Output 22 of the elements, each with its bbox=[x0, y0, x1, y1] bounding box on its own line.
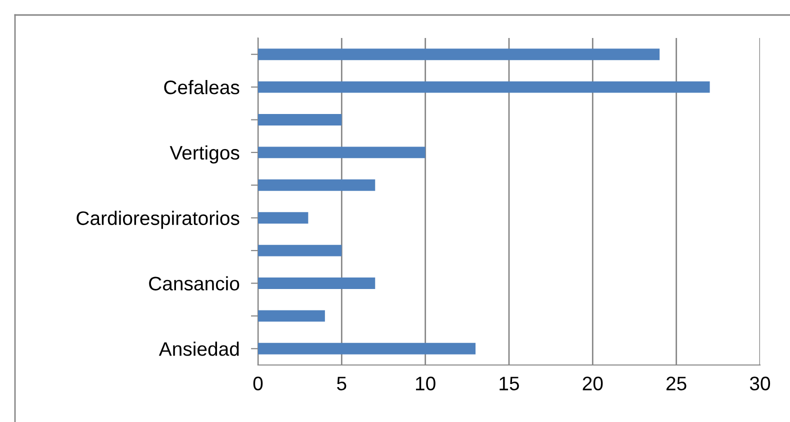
x-tick-label: 30 bbox=[750, 376, 770, 390]
y-tick-label: Cardiorespiratorios bbox=[76, 210, 240, 229]
y-tick-label: Ansiedad bbox=[158, 342, 239, 356]
bar bbox=[258, 179, 376, 191]
x-tick-label: 10 bbox=[416, 376, 436, 390]
bar bbox=[258, 48, 660, 60]
bar bbox=[258, 212, 308, 224]
bar bbox=[258, 278, 376, 289]
bar bbox=[258, 114, 342, 126]
x-tick-label: 5 bbox=[337, 376, 346, 390]
bar bbox=[258, 146, 426, 158]
bar bbox=[258, 342, 476, 354]
y-tick-label: Cansancio bbox=[149, 276, 240, 290]
x-tick-label: 25 bbox=[666, 376, 686, 390]
x-tick-label: 15 bbox=[500, 376, 519, 390]
y-tick-label: Cefaleas bbox=[164, 80, 240, 94]
bar bbox=[258, 310, 325, 322]
bar bbox=[258, 81, 710, 93]
x-tick-label: 0 bbox=[253, 376, 263, 390]
x-tick-label: 20 bbox=[582, 376, 603, 390]
y-tick-label: Vertigos bbox=[170, 145, 240, 164]
bar bbox=[258, 244, 342, 256]
